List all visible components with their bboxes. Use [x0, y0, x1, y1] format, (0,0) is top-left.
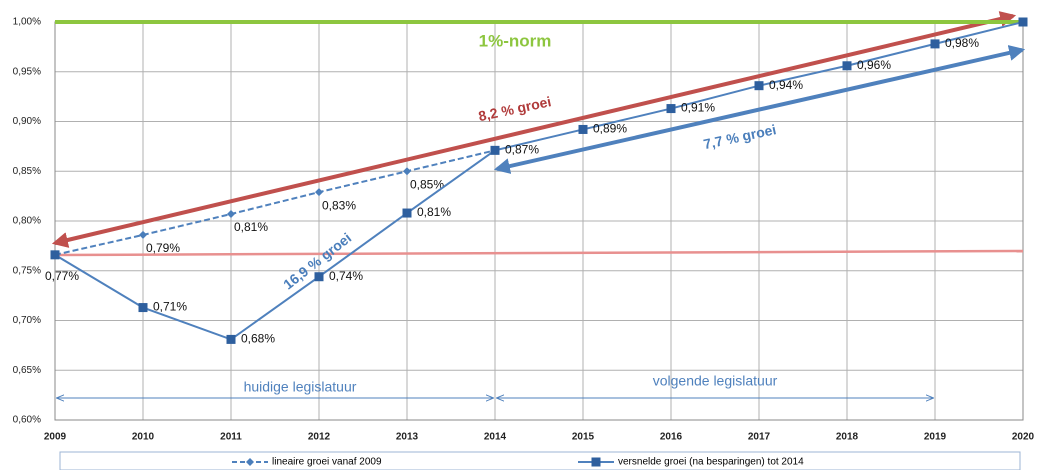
legend-marker [591, 457, 601, 467]
y-tick-label: 0,60% [13, 415, 41, 426]
y-tick-label: 0,90% [13, 116, 41, 127]
point [403, 167, 411, 176]
data-label: 0,87% [505, 143, 539, 157]
legend-label: versnelde groei (na besparingen) tot 201… [618, 457, 804, 468]
data-label: 0,71% [153, 300, 187, 314]
x-tick-label: 2019 [924, 432, 947, 443]
x-tick-label: 2013 [396, 432, 419, 443]
point [226, 334, 236, 344]
point [138, 303, 148, 313]
legend [59, 451, 1021, 471]
point [930, 39, 940, 49]
y-tick-label: 0,65% [13, 365, 41, 376]
point [402, 208, 412, 218]
point [754, 81, 764, 91]
reference-line [54, 249, 1024, 257]
x-tick-label: 2015 [572, 432, 595, 443]
y-tick-label: 0,80% [13, 216, 41, 227]
series-line [54, 21, 1024, 341]
data-label: 0,89% [593, 122, 627, 136]
data-label: 0,85% [410, 177, 444, 191]
y-tick-label: 0,85% [13, 166, 41, 177]
legend-label: lineaire groei vanaf 2009 [272, 457, 382, 468]
x-tick-label: 2016 [660, 432, 683, 443]
point [1018, 17, 1028, 27]
point [315, 188, 323, 197]
y-tick-label: 0,70% [13, 315, 41, 326]
x-tick-label: 2018 [836, 432, 859, 443]
x-tick-label: 2014 [484, 432, 507, 443]
data-label: 0,77% [45, 269, 79, 283]
data-label: 0,96% [857, 58, 891, 72]
x-tick-label: 2009 [44, 432, 67, 443]
data-label: 0,81% [234, 220, 268, 234]
x-tick-label: 2020 [1012, 432, 1035, 443]
data-label: 0,68% [241, 332, 275, 346]
x-tick-label: 2017 [748, 432, 771, 443]
x-tick-label: 2010 [132, 432, 155, 443]
data-label: 0,79% [146, 241, 180, 255]
norm-label: 1%-norm [479, 31, 552, 50]
annotation: 16,9 % groei [280, 230, 354, 293]
point [314, 272, 324, 282]
point [139, 230, 147, 239]
point [842, 61, 852, 71]
data-label: 0,91% [681, 101, 715, 115]
y-tick-label: 1,00% [13, 17, 41, 28]
y-tick-label: 0,75% [13, 265, 41, 276]
growth-arrow [493, 45, 1026, 174]
annotation: huidige legislatuur [244, 379, 357, 395]
y-tick-label: 0,95% [13, 66, 41, 77]
annotation: 8,2 % groei [477, 93, 553, 124]
annotation: 7,7 % groei [702, 121, 778, 152]
x-tick-label: 2011 [220, 432, 242, 443]
series-line [54, 149, 496, 256]
data-label: 0,94% [769, 78, 803, 92]
point [50, 250, 60, 260]
point [227, 210, 235, 219]
legend-marker [246, 458, 254, 466]
data-label: 0,81% [417, 205, 451, 219]
annotation: volgende legislatuur [653, 373, 778, 389]
data-label: 0,83% [322, 198, 356, 212]
point [490, 145, 500, 155]
point [666, 104, 676, 114]
data-label: 0,74% [329, 269, 363, 283]
point [578, 124, 588, 134]
data-label: 0,98% [945, 36, 979, 50]
x-tick-label: 2012 [308, 432, 331, 443]
